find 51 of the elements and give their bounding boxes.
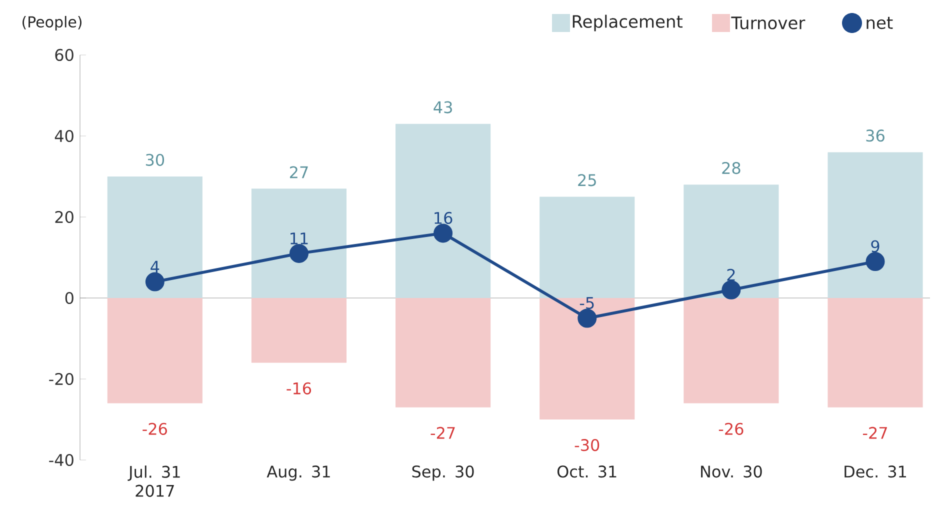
bar (684, 298, 779, 404)
data-label: 16 (434, 212, 452, 224)
y-tick-label: 0 (65, 292, 74, 304)
y-tick-label: 40 (54, 130, 74, 142)
bar (684, 184, 779, 298)
x-tick-label: Sep. 30 (412, 466, 474, 481)
x-tick-label: Nov. 30 (701, 466, 762, 478)
data-label: 30 (146, 154, 164, 166)
point (866, 252, 885, 272)
y-tick-label: -40 (49, 454, 74, 466)
y-tick-label: 20 (55, 210, 74, 224)
data-label: -5 (580, 297, 594, 310)
bar (107, 298, 202, 404)
point (722, 280, 741, 300)
y-axis-title: (People) (22, 16, 82, 30)
data-label: -16 (286, 382, 312, 394)
y-tick-label: 60 (55, 48, 74, 62)
data-label: -27 (430, 426, 455, 439)
data-label: 27 (290, 166, 308, 178)
bar (251, 188, 347, 298)
bar (828, 152, 923, 298)
point (578, 308, 597, 328)
bar (396, 298, 491, 408)
bar (540, 196, 635, 298)
x-tick-label: Aug. 31 (266, 466, 330, 481)
bar (540, 298, 635, 420)
point (145, 272, 164, 292)
x-tick-label: Jul. 31 2017 (128, 466, 180, 497)
x-tick-label: Oct. 31 (557, 466, 616, 478)
bar (251, 298, 347, 363)
x-tick-label: Dec. 31 (844, 466, 906, 478)
data-label: 4 (150, 260, 160, 273)
point (434, 224, 453, 243)
legend-label: Turnover (731, 16, 806, 30)
data-label: -30 (574, 439, 600, 452)
legend-label: Replacement (572, 14, 683, 32)
bar (828, 298, 923, 408)
point (289, 244, 308, 263)
bar (396, 124, 491, 298)
data-label: -27 (862, 426, 887, 439)
data-label: -26 (142, 422, 167, 435)
data-label: 25 (578, 174, 596, 186)
data-label: 43 (434, 101, 452, 114)
data-label: -26 (718, 422, 744, 435)
bar (107, 176, 202, 298)
data-label: 28 (722, 162, 740, 174)
data-label: 11 (290, 232, 308, 244)
legend-label: net (866, 16, 893, 30)
data-label: 9 (871, 240, 880, 252)
y-tick-label: -20 (49, 372, 74, 386)
data-label: 36 (866, 130, 884, 142)
